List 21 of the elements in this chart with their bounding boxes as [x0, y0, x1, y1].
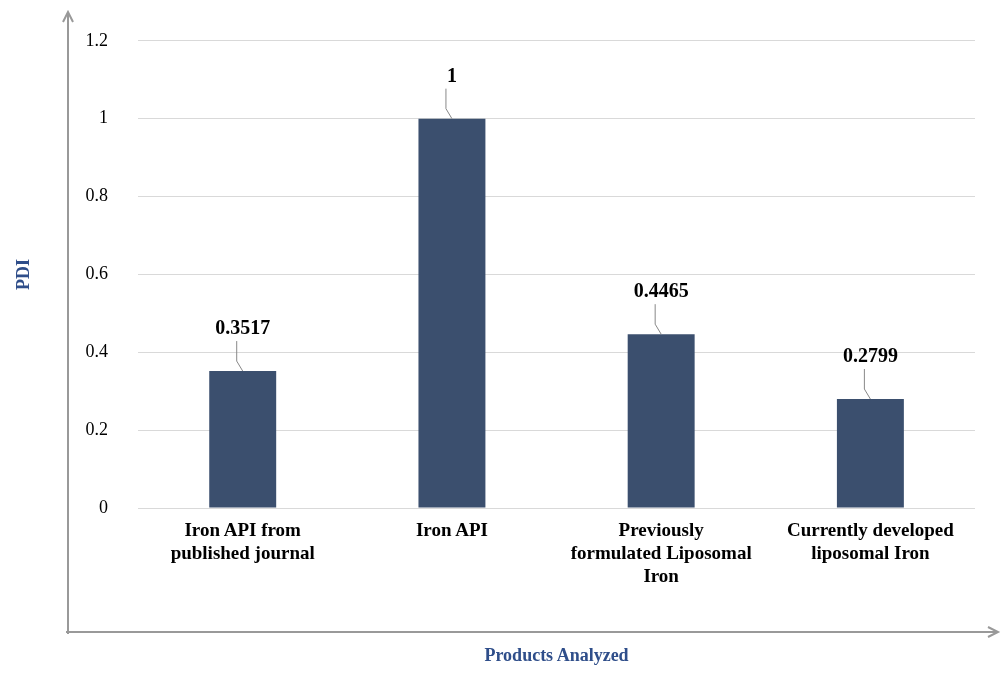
data-label: 0.3517 — [215, 316, 271, 339]
x-tick-label: Previously formulated Liposomal Iron — [570, 519, 752, 586]
data-label: 0.4465 — [633, 279, 689, 302]
bar — [418, 118, 486, 508]
x-tick-label: Iron API — [415, 519, 488, 541]
y-tick-label: 0.8 — [85, 185, 109, 206]
x-tick-label: Iron API from published journal — [170, 519, 315, 564]
x-axis-title: Products Analyzed — [484, 644, 629, 665]
bar — [209, 371, 277, 508]
y-tick-label: 0.2 — [85, 418, 109, 439]
data-label: 0.2799 — [842, 344, 898, 367]
bar — [627, 334, 695, 508]
y-tick-label: 0.4 — [85, 341, 109, 361]
y-tick-label: 1.2 — [85, 29, 109, 50]
data-label: 1 — [446, 63, 457, 86]
y-tick-label: 1 — [99, 107, 109, 128]
x-tick-label: Currently developed liposomal Iron — [786, 519, 955, 564]
y-axis-title: PDI — [13, 258, 34, 290]
y-tick-label: 0 — [99, 496, 109, 517]
y-tick-label: 0.6 — [85, 263, 109, 284]
bar — [836, 399, 904, 508]
